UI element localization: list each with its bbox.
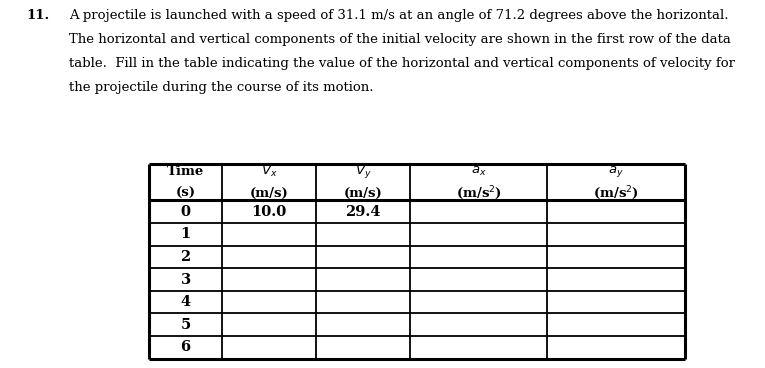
Text: table.  Fill in the table indicating the value of the horizontal and vertical co: table. Fill in the table indicating the …	[69, 57, 735, 70]
Text: (m/s): (m/s)	[343, 187, 382, 199]
Text: The horizontal and vertical components of the initial velocity are shown in the : The horizontal and vertical components o…	[69, 33, 731, 46]
Text: 5: 5	[181, 318, 190, 332]
Text: (m/s$^2$): (m/s$^2$)	[456, 184, 502, 202]
Text: (m/s$^2$): (m/s$^2$)	[593, 184, 639, 202]
Text: 3: 3	[181, 272, 190, 287]
Text: $V_x$: $V_x$	[261, 164, 277, 179]
Text: $a_y$: $a_y$	[608, 164, 624, 179]
Text: 1: 1	[181, 227, 190, 241]
Text: (s): (s)	[175, 187, 196, 199]
Text: 0: 0	[181, 205, 190, 219]
Text: 11.: 11.	[27, 9, 50, 22]
Text: (m/s): (m/s)	[249, 187, 288, 199]
Text: A projectile is launched with a speed of 31.1 m/s at an angle of 71.2 degrees ab: A projectile is launched with a speed of…	[69, 9, 728, 22]
Text: 2: 2	[181, 250, 190, 264]
Text: $V_y$: $V_y$	[355, 163, 372, 180]
Text: Time: Time	[167, 165, 204, 178]
Text: $a_x$: $a_x$	[471, 165, 487, 178]
Text: 4: 4	[181, 295, 190, 309]
Text: 29.4: 29.4	[345, 205, 381, 219]
Text: the projectile during the course of its motion.: the projectile during the course of its …	[69, 81, 373, 94]
Text: 6: 6	[181, 340, 190, 354]
Text: 10.0: 10.0	[251, 205, 287, 219]
